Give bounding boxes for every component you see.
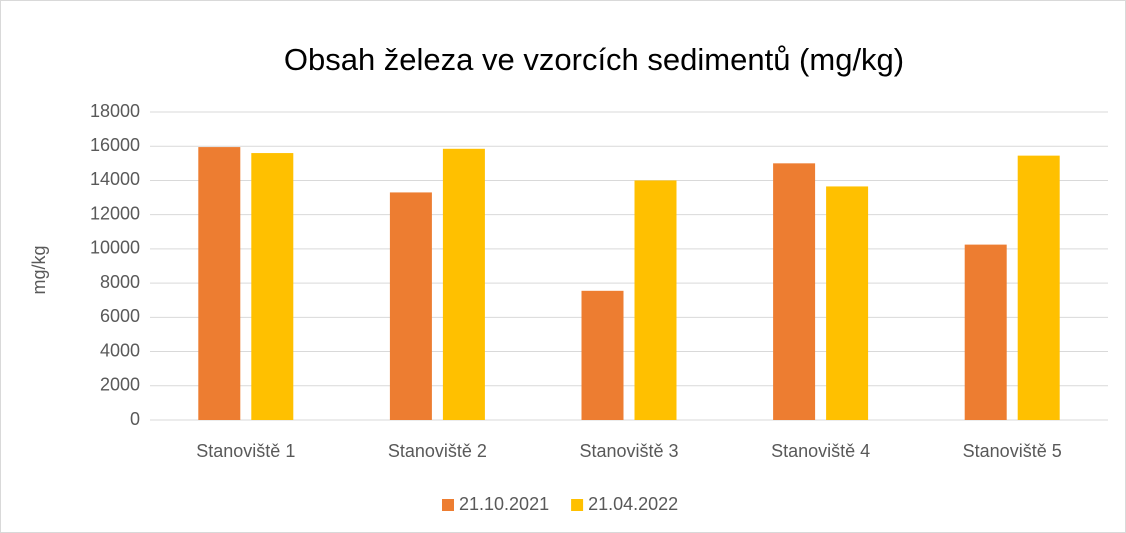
bar [442, 148, 485, 421]
y-tick-label: 0 [130, 409, 140, 429]
bar [964, 244, 1007, 420]
bar [389, 192, 432, 420]
y-tick-label: 12000 [90, 203, 140, 223]
legend-label: 21.10.2021 [459, 494, 549, 514]
bar [826, 186, 869, 420]
y-tick-label: 14000 [90, 169, 140, 189]
y-tick-label: 4000 [100, 340, 140, 360]
y-tick-label: 18000 [90, 101, 140, 121]
x-tick-label: Stanoviště 3 [579, 441, 678, 461]
bar [251, 153, 294, 421]
x-tick-label: Stanoviště 4 [771, 441, 870, 461]
legend-swatch [571, 499, 584, 511]
bar [581, 290, 624, 420]
bar [773, 163, 816, 421]
y-tick-label: 8000 [100, 272, 140, 292]
bar [198, 147, 241, 421]
x-tick-label: Stanoviště 5 [963, 441, 1062, 461]
y-tick-label: 16000 [90, 135, 140, 155]
y-axis-label: mg/kg [29, 245, 49, 294]
bar [1017, 155, 1060, 420]
bar [634, 180, 677, 420]
x-tick-label: Stanoviště 1 [196, 441, 295, 461]
y-tick-label: 6000 [100, 306, 140, 326]
chart-title: Obsah železa ve vzorcích sedimentů (mg/k… [284, 42, 904, 77]
legend-label: 21.04.2022 [588, 494, 678, 514]
x-tick-label: Stanoviště 2 [388, 441, 487, 461]
legend-swatch [442, 499, 454, 511]
y-tick-label: 2000 [100, 375, 140, 395]
y-tick-label: 10000 [90, 238, 140, 258]
